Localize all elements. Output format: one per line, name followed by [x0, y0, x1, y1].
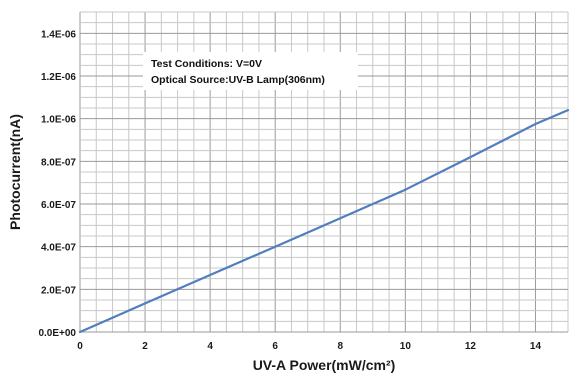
x-tick-label: 0	[77, 341, 83, 352]
series-line	[78, 108, 569, 334]
y-tick-label: 1.4E-06	[41, 29, 76, 40]
y-tick-label: 2.0E-07	[41, 285, 76, 296]
y-axis-title: Photocurrent(nA)	[7, 114, 23, 230]
x-axis-title: UV-A Power(mW/cm²)	[253, 357, 396, 373]
y-tick-label: 1.0E-06	[41, 115, 76, 126]
y-tick-label: 1.2E-06	[41, 72, 76, 83]
x-tick-label: 4	[207, 341, 213, 352]
x-tick-label: 12	[465, 341, 477, 352]
annotation-box	[143, 52, 358, 90]
y-tick-label: 0.0E+00	[38, 328, 76, 339]
y-tick-label: 4.0E-07	[41, 243, 76, 254]
y-tick-labels: 0.0E+00 2.0E-07 4.0E-07 6.0E-07 8.0E-07 1.0E-…	[38, 29, 76, 339]
x-tick-label: 14	[530, 341, 542, 352]
x-tick-labels: 0 2 4 6 8 10 12 14	[77, 341, 541, 352]
annotation-line-2: Optical Source:UV-B Lamp(306nm)	[151, 74, 325, 86]
x-tick-label: 8	[337, 341, 343, 352]
y-tick-label: 6.0E-07	[41, 200, 76, 211]
x-tick-label: 6	[272, 341, 278, 352]
data-series	[78, 108, 569, 334]
x-tick-label: 2	[142, 341, 148, 352]
x-tick-label: 10	[400, 341, 412, 352]
annotation-line-1: Test Conditions: V=0V	[151, 58, 262, 70]
y-tick-label: 8.0E-07	[41, 157, 76, 168]
